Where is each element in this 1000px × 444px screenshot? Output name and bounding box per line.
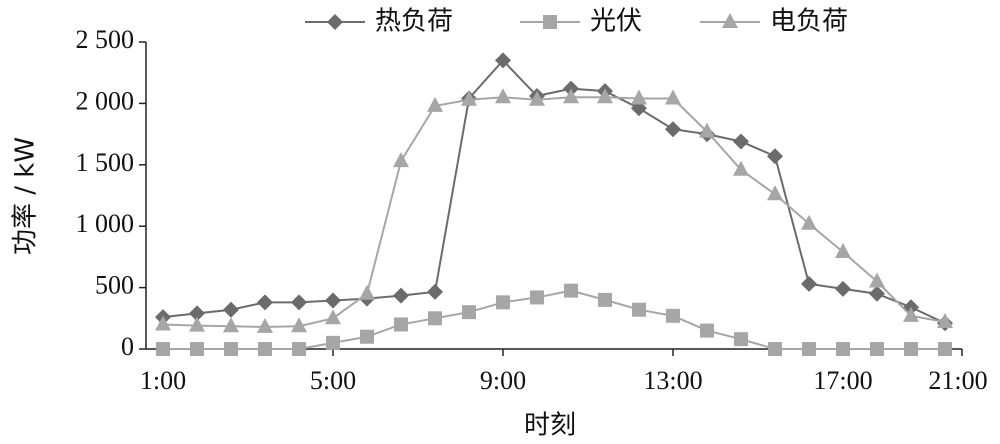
point [666,308,680,323]
x-tick-label: 17:00 [813,366,872,395]
point [495,52,511,69]
x-tick-label: 21:00 [928,366,987,395]
point [291,294,307,311]
point [325,309,341,325]
point [801,214,817,230]
point [427,96,443,112]
point [733,133,749,150]
point [189,316,205,332]
point [359,284,375,300]
point [665,121,681,138]
point [292,342,306,356]
x-tick-label: 13:00 [643,366,702,395]
y-tick-label: 2 000 [76,86,135,115]
point [767,148,783,165]
point [870,342,884,356]
series-line [162,96,946,328]
x-tick-label: 1:00 [140,366,186,395]
y-tick-label: 1 000 [76,209,135,238]
series-line [162,58,946,325]
point [257,294,273,311]
point [836,342,850,356]
y-tick-label: 500 [95,271,134,300]
y-tick-label: 0 [121,332,134,361]
legend-label: 电负荷 [770,7,848,37]
point [155,315,171,331]
point [224,342,238,356]
point [564,283,578,298]
point [733,160,749,176]
legend-marker [722,13,738,28]
point [632,302,646,317]
point [190,342,204,356]
point [631,89,647,105]
point [869,272,885,288]
point [801,275,817,292]
point [597,88,613,104]
series-line [163,289,945,350]
point [428,311,442,326]
point [291,317,307,333]
point [360,329,374,344]
point [563,88,579,104]
point [495,88,511,104]
y-tick-label: 1 500 [76,148,135,177]
point [937,312,953,328]
legend-label: 光伏 [590,7,642,37]
point [223,301,239,318]
point [530,290,544,305]
point [598,292,612,307]
legend-label: 热负荷 [375,7,453,37]
point [699,122,715,138]
point [496,295,510,310]
x-tick-label: 9:00 [480,366,526,395]
point [393,287,409,304]
point [394,317,408,332]
point [189,305,205,322]
point [700,323,714,338]
point [734,332,748,347]
x-tick-label: 5:00 [310,366,356,395]
point [835,242,851,258]
legend-marker [543,15,557,29]
y-axis-label: 功率 / kW [11,137,41,255]
x-axis-label: 时刻 [524,411,576,441]
y-tick-label: 2 500 [76,25,135,54]
point [257,317,273,333]
point [768,342,782,356]
point [869,285,885,302]
legend-marker [327,14,343,30]
point [223,317,239,333]
point [529,90,545,106]
point [665,89,681,105]
point [938,342,952,356]
point [767,185,783,201]
point [325,292,341,309]
point [461,90,477,106]
point [427,283,443,300]
point [835,280,851,297]
point [904,342,918,356]
point [326,335,340,350]
point [258,342,272,356]
point [393,152,409,168]
point [903,306,919,322]
point [156,342,170,356]
point [802,342,816,356]
point [462,305,476,320]
